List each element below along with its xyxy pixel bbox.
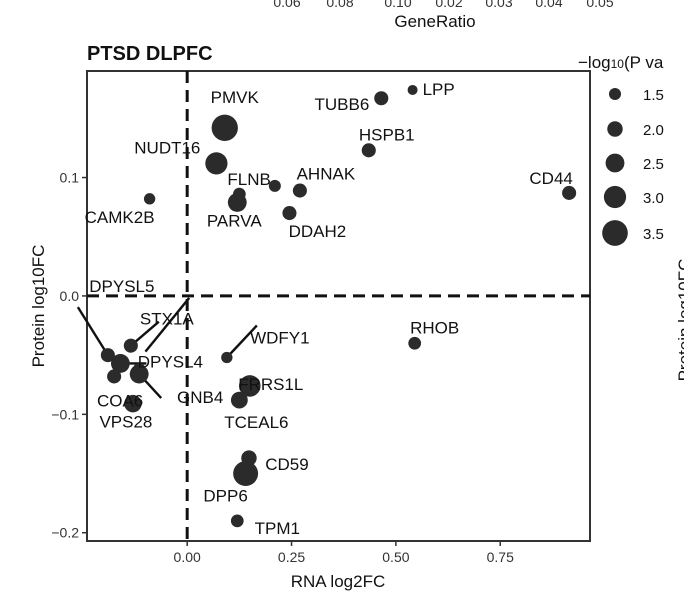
data-points bbox=[100, 84, 577, 528]
leader-line bbox=[144, 297, 191, 353]
point-label: DPYSL5 bbox=[89, 277, 154, 296]
point-label: TPM1 bbox=[255, 519, 300, 538]
legend-title-prefix: −log bbox=[578, 53, 611, 72]
y-axis-title: Protein log10FC bbox=[29, 245, 48, 368]
top-clipped-tick-label: 0.06 bbox=[273, 0, 300, 10]
point-label: FRRS1L bbox=[238, 375, 303, 394]
legend-label: 2.0 bbox=[643, 122, 664, 139]
point-label: DPYSL4 bbox=[138, 352, 203, 371]
top-clipped-tick-label: 0.08 bbox=[326, 0, 353, 10]
data-point bbox=[124, 394, 142, 413]
point-label: CD44 bbox=[529, 169, 572, 188]
x-tick-label: 0.25 bbox=[278, 549, 305, 565]
point-label: LPP bbox=[423, 80, 455, 99]
legend-title: −log10(P va bbox=[578, 53, 664, 72]
chart-title: PTSD DLPFC bbox=[87, 43, 213, 65]
data-point bbox=[239, 375, 261, 397]
data-point bbox=[233, 461, 259, 486]
y-axis: 0.1 0.0 −0.1 −0.2 bbox=[51, 170, 87, 541]
data-point bbox=[374, 91, 389, 106]
top-clipped-tick-label: 0.02 bbox=[435, 0, 462, 10]
point-label: CD59 bbox=[265, 455, 308, 474]
point-label: DPP6 bbox=[203, 487, 247, 506]
point-label: DDAH2 bbox=[289, 222, 347, 241]
point-label: PMVK bbox=[211, 88, 260, 107]
data-point bbox=[123, 338, 138, 353]
point-label: FLNB bbox=[227, 170, 270, 189]
legend-title-suffix: (P va bbox=[624, 53, 664, 72]
top-clipped-tick-label: 0.10 bbox=[384, 0, 411, 10]
point-label: TCEAL6 bbox=[224, 413, 288, 432]
data-point bbox=[292, 183, 307, 198]
x-axis-title: RNA log2FC bbox=[291, 572, 385, 591]
data-point bbox=[107, 369, 122, 384]
y-tick-label: −0.2 bbox=[51, 525, 79, 541]
legend-key bbox=[602, 220, 628, 246]
point-labels: LPP TUBB6 PMVK HSPB1 NUDT16 FLNB AHNAK CD44 CAMK… bbox=[85, 80, 573, 538]
top-clipped-tick-label: 0.05 bbox=[586, 0, 613, 10]
top-clipped-axis: 0.06 0.08 0.10 0.02 0.03 0.04 0.05 bbox=[273, 0, 613, 10]
data-point bbox=[282, 206, 297, 221]
data-point bbox=[230, 514, 244, 528]
x-axis: 0.00 0.25 0.50 0.75 bbox=[174, 541, 514, 565]
point-label: VPS28 bbox=[99, 413, 152, 432]
legend-label: 2.5 bbox=[643, 156, 664, 173]
legend-label: 3.0 bbox=[643, 190, 664, 207]
data-point bbox=[408, 336, 422, 350]
y-tick-label: −0.1 bbox=[51, 406, 79, 422]
top-clipped-axis-title: GeneRatio bbox=[394, 12, 475, 31]
data-point bbox=[205, 152, 228, 175]
point-label: HSPB1 bbox=[359, 125, 415, 144]
data-point bbox=[143, 193, 156, 205]
data-point bbox=[221, 351, 233, 364]
legend-key bbox=[607, 121, 623, 137]
y-tick-label: 0.0 bbox=[60, 288, 80, 304]
data-point bbox=[110, 353, 130, 373]
legend-label: 3.5 bbox=[643, 226, 664, 243]
data-point bbox=[233, 187, 246, 201]
legend-label: 1.5 bbox=[643, 87, 664, 104]
data-point bbox=[211, 114, 238, 141]
data-point bbox=[562, 185, 577, 200]
point-label: COA6 bbox=[97, 391, 143, 410]
top-clipped-tick-label: 0.03 bbox=[485, 0, 512, 10]
data-point bbox=[407, 84, 418, 95]
right-clipped-axis-title: Protein log10FC bbox=[675, 259, 684, 382]
legend-key bbox=[603, 185, 627, 209]
point-label: NUDT16 bbox=[134, 138, 200, 157]
point-label: PARVA bbox=[207, 211, 262, 230]
data-point bbox=[230, 391, 248, 409]
legend-key bbox=[608, 87, 622, 101]
top-clipped-tick-label: 0.04 bbox=[535, 0, 562, 10]
reference-lines bbox=[87, 71, 590, 541]
legend-key bbox=[605, 153, 625, 173]
leader-line bbox=[76, 306, 109, 356]
data-point bbox=[268, 179, 281, 192]
point-label: CAMK2B bbox=[85, 208, 155, 227]
point-label: AHNAK bbox=[297, 165, 356, 184]
size-legend: −log10(P va 1.5 2.0 2.5 3.0 3.5 bbox=[578, 53, 664, 246]
x-tick-label: 0.00 bbox=[174, 549, 201, 565]
point-label: GNB4 bbox=[177, 388, 223, 407]
leader-line bbox=[225, 324, 258, 359]
legend-title-subscript: 10 bbox=[611, 57, 625, 71]
plot-panel bbox=[86, 70, 591, 542]
point-label: STX1A bbox=[140, 310, 195, 329]
x-tick-label: 0.50 bbox=[382, 549, 409, 565]
point-label: RHOB bbox=[410, 318, 459, 337]
data-point bbox=[129, 364, 149, 384]
data-point bbox=[361, 143, 376, 158]
point-label: WDFY1 bbox=[250, 328, 310, 347]
data-point bbox=[100, 348, 115, 363]
x-tick-label: 0.75 bbox=[487, 549, 514, 565]
point-label: TUBB6 bbox=[314, 95, 369, 114]
y-tick-label: 0.1 bbox=[60, 170, 80, 186]
